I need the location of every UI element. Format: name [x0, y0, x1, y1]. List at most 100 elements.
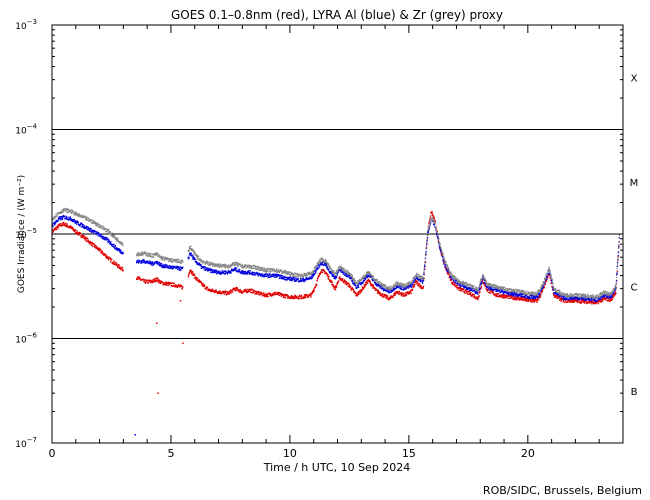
data-dot — [392, 296, 394, 299]
data-dot — [159, 262, 161, 264]
data-dot — [463, 283, 465, 286]
data-dot — [188, 257, 190, 259]
data-dot — [429, 216, 431, 219]
data-dot — [242, 265, 244, 268]
data-dot — [196, 262, 198, 264]
data-dot — [317, 262, 320, 264]
data-dot — [378, 291, 380, 293]
data-dot — [550, 279, 552, 281]
data-dot — [121, 244, 123, 246]
data-dot — [327, 278, 330, 280]
data-dot — [530, 294, 533, 296]
data-dot — [544, 281, 546, 283]
data-dot — [208, 288, 211, 291]
data-dot — [445, 267, 447, 269]
data-dot — [298, 295, 300, 298]
data-dot — [541, 292, 543, 294]
data-dot — [579, 298, 581, 301]
data-dot — [257, 275, 260, 277]
data-dot — [199, 258, 201, 260]
data-dot — [395, 293, 397, 295]
data-dot — [259, 267, 261, 269]
data-dot — [192, 272, 194, 274]
data-dot — [195, 254, 198, 256]
data-dot — [528, 296, 531, 298]
data-dot — [450, 278, 452, 280]
data-dot — [198, 281, 200, 283]
data-dot — [265, 294, 267, 297]
data-dot — [258, 273, 260, 276]
data-dot — [593, 301, 596, 304]
data-dot — [65, 225, 68, 227]
data-dot — [487, 286, 489, 288]
data-dot — [328, 268, 330, 271]
data-dot — [616, 272, 618, 274]
data-dot — [442, 256, 444, 258]
data-dot — [343, 269, 346, 271]
data-dot — [77, 232, 80, 234]
data-dot — [166, 264, 168, 266]
data-dot — [300, 275, 302, 277]
data-dot — [111, 244, 113, 247]
data-dot — [232, 291, 234, 293]
data-dot — [138, 254, 140, 256]
data-dot — [501, 294, 503, 296]
data-dot — [115, 238, 117, 240]
data-dot — [216, 291, 218, 293]
data-dot — [74, 213, 76, 215]
data-dot — [94, 222, 97, 224]
data-dot — [280, 269, 282, 272]
data-dot — [148, 253, 150, 255]
data-dot — [320, 271, 322, 273]
data-dot — [363, 284, 365, 286]
data-dot — [142, 259, 144, 262]
data-dot — [499, 294, 501, 296]
data-dot — [163, 282, 165, 284]
data-dot — [201, 284, 204, 287]
data-dot — [262, 266, 264, 269]
data-dot — [288, 278, 290, 280]
data-dot — [198, 259, 201, 261]
data-dot — [330, 268, 333, 270]
data-dot — [98, 249, 100, 252]
data-dot — [499, 288, 501, 291]
data-dot — [329, 280, 331, 283]
data-dot — [79, 232, 81, 234]
data-dot — [175, 284, 177, 286]
data-dot — [99, 248, 102, 251]
data-dot — [596, 301, 598, 304]
data-dot — [348, 284, 350, 286]
data-dot — [397, 291, 399, 293]
data-dot — [147, 282, 149, 284]
data-dot — [209, 261, 211, 263]
data-dot — [410, 285, 413, 287]
data-dot — [487, 289, 490, 291]
data-dot — [170, 282, 173, 285]
data-dot — [496, 289, 498, 291]
data-dot — [280, 276, 282, 279]
data-dot — [314, 286, 316, 289]
data-dot — [544, 279, 547, 281]
data-dot — [193, 273, 195, 275]
data-dot — [412, 281, 415, 283]
data-dot — [228, 271, 230, 274]
data-dot — [192, 255, 194, 257]
data-dot — [293, 297, 295, 300]
data-dot — [489, 288, 491, 290]
data-dot — [350, 273, 353, 276]
data-dot — [533, 295, 536, 298]
data-dot — [533, 297, 535, 300]
data-dot — [567, 300, 569, 303]
data-dot — [88, 217, 90, 220]
data-dot — [236, 261, 238, 264]
data-dot — [117, 249, 119, 252]
data-dot — [147, 255, 149, 257]
data-dot — [409, 291, 412, 293]
data-dot — [205, 261, 207, 264]
data-dot — [238, 289, 241, 292]
data-dot — [246, 264, 248, 266]
data-dot — [269, 271, 271, 273]
data-dot — [218, 266, 221, 268]
data-dot — [53, 215, 55, 218]
data-dot — [394, 292, 396, 294]
